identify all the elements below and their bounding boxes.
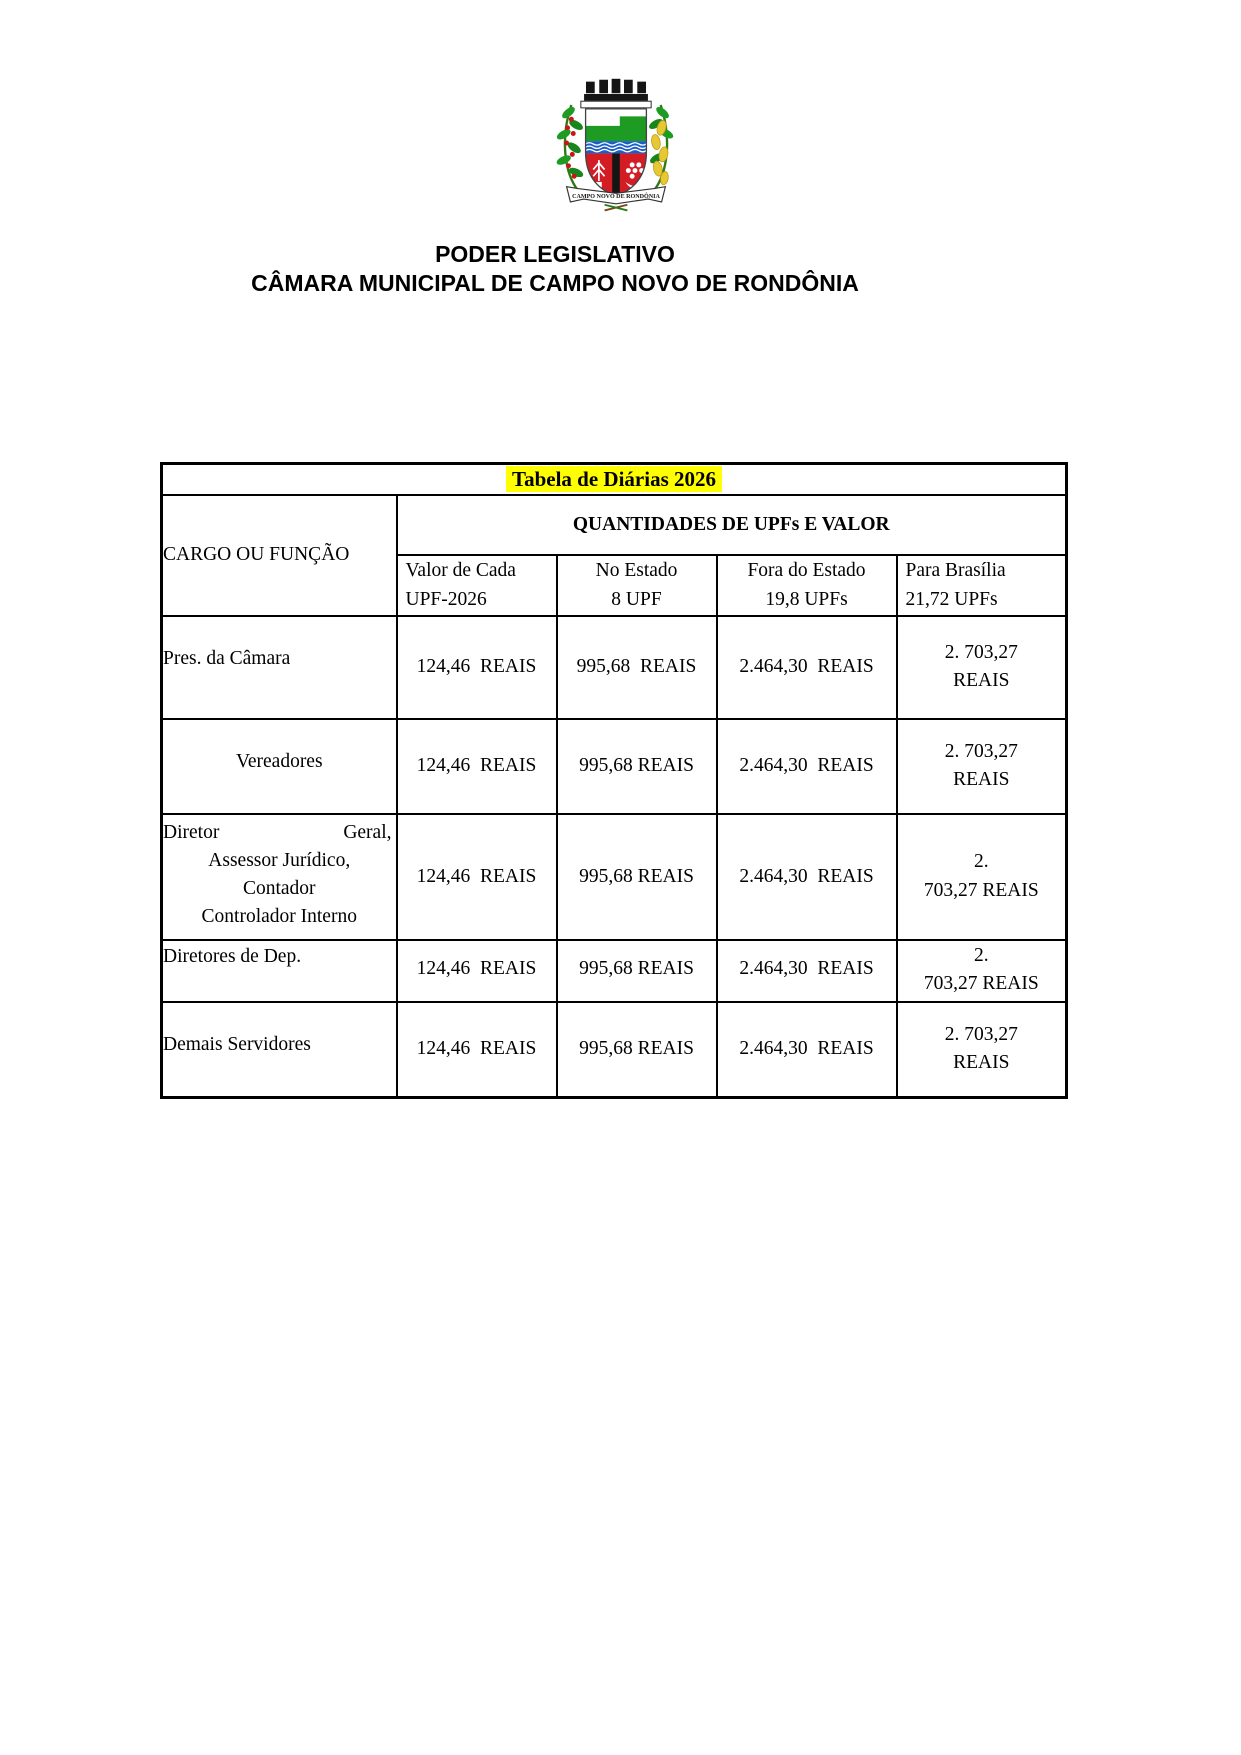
arrow-emblem-icon (592, 160, 606, 188)
group-header-cell: QUANTIDADES DE UPFs E VALOR (395, 494, 1068, 556)
cargo-cell: Diretores de Dep. (160, 938, 398, 1003)
table-row: Diretores de Dep. 124,46 REAIS 995,68 RE… (160, 938, 1068, 1003)
group-header-row: CARGO OU FUNÇÃO QUANTIDADES DE UPFs E VA… (160, 494, 1068, 617)
coat-of-arms-svg: CAMPO NOVO DE RONDÔNIA (556, 78, 674, 212)
mural-crown-icon (580, 78, 652, 109)
table-row: Vereadores 124,46 REAIS 995,68 REAIS 2.4… (160, 717, 1068, 815)
brasilia-cell: 2. 703,27 REAIS (895, 1000, 1068, 1098)
left-branch-icon (556, 104, 584, 192)
valor-cell: 124,46 REAIS (395, 812, 558, 941)
org-title-line1: PODER LEGISLATIVO (435, 241, 675, 267)
fora-estado-cell: 2.464,30 REAIS (715, 1000, 898, 1098)
title-highlight: Tabela de Diárias 2026 (506, 466, 722, 492)
banner-twig-right (604, 203, 628, 212)
brasilia-cell: 2. 703,27 REAIS (895, 938, 1068, 1003)
no-estado-cell: 995,68 REAIS (555, 938, 718, 1003)
valor-cell: 124,46 REAIS (395, 1000, 558, 1098)
valor-cell: 124,46 REAIS (395, 614, 558, 720)
shield-green-band (585, 116, 647, 142)
no-estado-cell: 995,68 REAIS (555, 614, 718, 720)
table-title-row: Tabela de Diárias 2026 (160, 462, 1068, 496)
table-title-cell: Tabela de Diárias 2026 (160, 462, 1068, 496)
cargo-header-cell: CARGO OU FUNÇÃO (160, 494, 398, 617)
brasilia-cell: 2. 703,27 REAIS (895, 812, 1068, 941)
banner-ribbon: CAMPO NOVO DE RONDÔNIA (565, 185, 667, 212)
table-row: Pres. da Câmara 124,46 REAIS 995,68 REAI… (160, 614, 1068, 720)
shield-black-pale (612, 153, 620, 197)
table-row: Diretor Geral, Assessor Jurídico, Contad… (160, 812, 1068, 941)
valor-cell: 124,46 REAIS (395, 938, 558, 1003)
coat-of-arms: CAMPO NOVO DE RONDÔNIA (540, 68, 692, 218)
fora-estado-cell: 2.464,30 REAIS (715, 717, 898, 815)
col-header-no-estado: No Estado 8 UPF (555, 554, 718, 617)
shield (584, 108, 648, 197)
org-title-line2: CÂMARA MUNICIPAL DE CAMPO NOVO DE RONDÔN… (251, 270, 859, 296)
table-row: Demais Servidores 124,46 REAIS 995,68 RE… (160, 1000, 1068, 1098)
no-estado-cell: 995,68 REAIS (555, 717, 718, 815)
cargo-line-justified: Diretor Geral, (163, 821, 392, 843)
col-header-fora-estado: Fora do Estado 19,8 UPFs (715, 554, 898, 617)
cargo-cell: Diretor Geral, Assessor Jurídico, Contad… (160, 812, 398, 941)
fora-estado-cell: 2.464,30 REAIS (715, 938, 898, 1003)
brasilia-cell: 2. 703,27 REAIS (895, 717, 1068, 815)
fora-estado-cell: 2.464,30 REAIS (715, 614, 898, 720)
cargo-cell: Vereadores (160, 717, 398, 815)
fora-estado-cell: 2.464,30 REAIS (715, 812, 898, 941)
org-header: PODER LEGISLATIVO CÂMARA MUNICIPAL DE CA… (0, 240, 1110, 298)
brasilia-cell: 2. 703,27 REAIS (895, 614, 1068, 720)
diarias-table: Tabela de Diárias 2026 CARGO OU FUNÇÃO Q… (160, 462, 1069, 1099)
banner-text: CAMPO NOVO DE RONDÔNIA (572, 192, 660, 200)
column-header-row: Valor de Cada UPF-2026 No Estado 8 UPF F… (162, 554, 1068, 617)
cargo-cell: Demais Servidores (160, 1000, 398, 1098)
no-estado-cell: 995,68 REAIS (555, 1000, 718, 1098)
col-header-brasilia: Para Brasília 21,72 UPFs (895, 554, 1068, 617)
no-estado-cell: 995,68 REAIS (555, 812, 718, 941)
right-branch-icon (649, 104, 674, 192)
valor-cell: 124,46 REAIS (395, 717, 558, 815)
col-header-valor: Valor de Cada UPF-2026 (395, 554, 558, 617)
cargo-cell: Pres. da Câmara (160, 614, 398, 720)
